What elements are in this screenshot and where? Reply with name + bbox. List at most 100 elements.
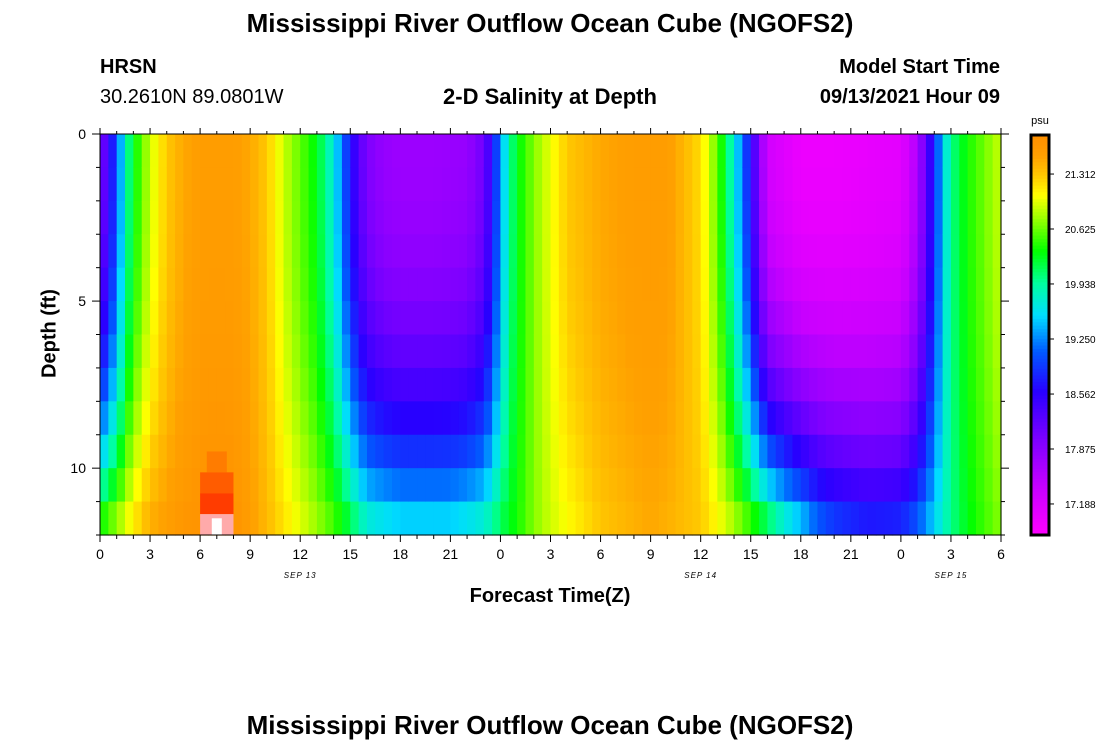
heatmap-cell <box>633 334 643 369</box>
heatmap-cell <box>950 334 960 369</box>
heatmap-cell <box>900 434 910 469</box>
heatmap-cell <box>191 134 201 169</box>
heatmap-cell <box>225 367 235 402</box>
x-tick-label: 9 <box>647 546 655 562</box>
heatmap-cell <box>475 501 485 536</box>
heatmap-cell <box>291 468 301 503</box>
heatmap-cell <box>675 134 685 169</box>
heatmap-cell <box>425 200 435 235</box>
heatmap-cell <box>759 301 769 336</box>
heatmap-cell <box>775 468 785 503</box>
heatmap-cell <box>266 401 276 436</box>
heatmap-cell <box>475 401 485 436</box>
heatmap-cell <box>200 301 210 336</box>
heatmap-cell <box>233 434 243 469</box>
heatmap-cell <box>350 334 360 369</box>
heatmap-cell <box>333 167 343 202</box>
heatmap-cell <box>475 468 485 503</box>
heatmap-cell <box>792 301 802 336</box>
heatmap-cell <box>116 301 126 336</box>
heatmap-cell <box>250 401 260 436</box>
heatmap-cell <box>767 434 777 469</box>
colorbar-segment <box>1031 241 1049 246</box>
heatmap-cell <box>817 234 827 269</box>
heatmap-cell <box>917 200 927 235</box>
heatmap-cell <box>683 367 693 402</box>
heatmap-cell <box>950 234 960 269</box>
heatmap-cell <box>300 468 310 503</box>
heatmap-cell <box>308 468 318 503</box>
heatmap-cell <box>250 267 260 302</box>
heatmap-hotspot-core <box>211 518 222 535</box>
heatmap-cell <box>725 401 735 436</box>
heatmap-cell <box>291 401 301 436</box>
heatmap-cell <box>867 134 877 169</box>
heatmap-cell <box>592 501 602 536</box>
heatmap-cell <box>100 301 109 336</box>
heatmap-cell <box>191 367 201 402</box>
heatmap-cell <box>742 434 752 469</box>
heatmap-cell <box>884 134 894 169</box>
heatmap-cell <box>617 367 627 402</box>
heatmap-cell <box>283 134 293 169</box>
heatmap-cell <box>709 367 718 402</box>
heatmap-cell <box>450 367 460 402</box>
heatmap-cell <box>300 234 310 269</box>
heatmap-cell <box>316 234 326 269</box>
heatmap-cell <box>100 434 109 469</box>
heatmap-cell <box>850 434 860 469</box>
heatmap-cell <box>141 468 151 503</box>
heatmap-cell <box>884 334 894 369</box>
heatmap-cell <box>692 434 702 469</box>
heatmap-cell <box>150 134 159 169</box>
heatmap-cell <box>108 501 118 536</box>
heatmap-cell <box>650 334 660 369</box>
heatmap-cell <box>492 367 502 402</box>
heatmap-cell <box>575 200 585 235</box>
heatmap-cell <box>533 267 543 302</box>
heatmap-cell <box>558 134 568 169</box>
heatmap-cell <box>734 301 743 336</box>
heatmap-cell <box>116 401 126 436</box>
heatmap-cell <box>942 301 952 336</box>
heatmap-cell <box>817 501 827 536</box>
heatmap-cell <box>400 134 410 169</box>
date-label: SEP 15 <box>935 571 968 580</box>
heatmap-cell <box>467 501 477 536</box>
heatmap-cell <box>183 434 193 469</box>
heatmap-cell <box>158 167 168 202</box>
heatmap-cell <box>200 267 210 302</box>
heatmap-cell <box>300 134 310 169</box>
heatmap-cell <box>683 134 693 169</box>
heatmap-cell <box>934 401 944 436</box>
heatmap-cell <box>950 134 960 169</box>
heatmap-cell <box>450 167 460 202</box>
heatmap-cell <box>934 367 944 402</box>
heatmap-cell <box>125 267 134 302</box>
heatmap-cell <box>683 401 693 436</box>
heatmap-cell <box>525 434 535 469</box>
heatmap-cell <box>141 200 151 235</box>
heatmap-cell <box>792 434 802 469</box>
heatmap-cell <box>617 301 627 336</box>
heatmap-cell <box>358 501 368 536</box>
colorbar-segment <box>1031 135 1049 139</box>
heatmap-cell <box>675 267 685 302</box>
colorbar-segment <box>1031 248 1049 253</box>
heatmap-cell <box>250 468 260 503</box>
heatmap-cell <box>350 434 360 469</box>
heatmap-cell <box>358 167 368 202</box>
model-start-value: 09/13/2021 Hour 09 <box>819 86 1000 108</box>
heatmap-cell <box>350 301 360 336</box>
heatmap-cell <box>483 334 493 369</box>
heatmap-cell <box>375 267 385 302</box>
heatmap-cell <box>166 501 176 536</box>
heatmap-cell <box>592 468 602 503</box>
heatmap-cell <box>950 501 960 536</box>
heatmap-cell <box>550 367 560 402</box>
heatmap-cell <box>433 267 443 302</box>
heatmap-cell <box>892 501 902 536</box>
heatmap-cell <box>166 468 176 503</box>
heatmap-cell <box>734 134 743 169</box>
heatmap-cell <box>450 434 460 469</box>
